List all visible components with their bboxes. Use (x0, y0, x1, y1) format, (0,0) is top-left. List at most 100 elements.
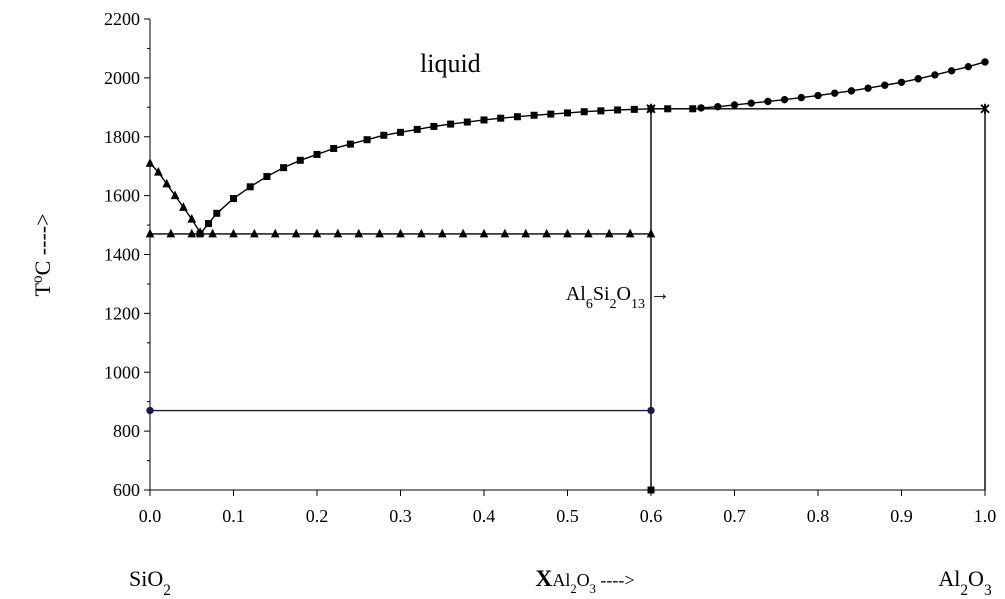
y-tick-label: 800 (113, 421, 140, 441)
marker (563, 228, 572, 238)
marker (564, 109, 571, 117)
marker (497, 114, 505, 122)
x-tick-label: 0.9 (890, 506, 913, 526)
marker (630, 105, 638, 113)
marker (463, 118, 471, 126)
y-tick-label: 1400 (104, 245, 140, 265)
marker (981, 58, 989, 66)
marker (831, 89, 839, 97)
marker (313, 150, 321, 158)
marker (780, 95, 789, 104)
x-tick-label: 0.1 (222, 506, 245, 526)
marker (614, 106, 622, 114)
marker (881, 81, 889, 89)
marker (521, 228, 531, 238)
marker (547, 110, 555, 118)
marker (413, 125, 421, 133)
marker (647, 406, 655, 415)
marker (797, 93, 805, 102)
marker (296, 156, 304, 164)
marker (146, 406, 154, 415)
marker (430, 122, 438, 130)
y-tick-label: 1000 (104, 362, 140, 382)
marker (417, 228, 426, 238)
marker (346, 140, 354, 148)
marker (947, 67, 956, 75)
marker (354, 228, 364, 238)
marker (625, 228, 635, 238)
series-line (199, 108, 693, 235)
y-tick-label: 1800 (104, 127, 140, 147)
marker (458, 228, 468, 238)
marker (931, 71, 939, 79)
marker (513, 113, 521, 121)
x-tick-label: 0.3 (389, 506, 412, 526)
marker (250, 228, 259, 238)
marker (764, 97, 772, 106)
marker (333, 228, 343, 238)
marker (447, 120, 455, 128)
y-tick-label: 600 (113, 480, 140, 500)
marker (864, 84, 872, 92)
marker (914, 75, 922, 83)
marker (647, 486, 655, 494)
marker (580, 108, 588, 116)
marker (500, 228, 510, 238)
marker (291, 228, 301, 238)
marker (312, 228, 322, 238)
annotation: Al6Si2O13 → (566, 283, 670, 312)
marker (542, 228, 551, 238)
marker (964, 62, 972, 71)
x-end-label: Al2O3 (938, 566, 992, 599)
marker (187, 214, 197, 223)
marker (166, 228, 176, 238)
marker (479, 228, 489, 238)
marker (814, 91, 822, 100)
marker (154, 166, 163, 176)
marker (204, 220, 212, 228)
marker (270, 228, 280, 238)
marker (646, 103, 656, 114)
marker (363, 136, 371, 144)
y-tick-label: 1200 (104, 303, 140, 323)
x-tick-label: 1.0 (974, 506, 997, 526)
marker (397, 128, 404, 136)
marker (145, 228, 155, 238)
marker (380, 131, 388, 139)
marker (584, 228, 593, 238)
series-line (701, 61, 986, 109)
marker (145, 158, 155, 167)
x-tick-label: 0.7 (723, 506, 746, 526)
marker (375, 228, 384, 238)
marker (897, 78, 906, 86)
x-tick-label: 0.4 (473, 506, 496, 526)
marker (747, 99, 755, 107)
marker (229, 228, 238, 238)
marker (396, 228, 405, 238)
marker (246, 183, 254, 191)
y-axis-label: ToC ----> (29, 213, 56, 296)
marker (230, 195, 237, 203)
marker (437, 228, 447, 238)
y-tick-label: 2000 (104, 68, 140, 88)
annotation: liquid (420, 49, 481, 78)
x-tick-label: 0.5 (556, 506, 579, 526)
marker (179, 202, 188, 211)
marker (187, 228, 197, 238)
marker (604, 228, 614, 238)
x-end-label: SiO2 (129, 566, 171, 599)
marker (208, 228, 217, 238)
y-tick-label: 2200 (104, 9, 140, 29)
x-tick-label: 0.8 (807, 506, 830, 526)
marker (480, 116, 488, 124)
marker (330, 145, 338, 153)
x-tick-label: 0.0 (139, 506, 162, 526)
marker (213, 209, 221, 217)
marker (730, 101, 739, 109)
marker (530, 111, 538, 119)
marker (280, 164, 288, 172)
x-tick-label: 0.6 (640, 506, 663, 526)
x-axis-label: XAl2O3 ----> (535, 566, 634, 596)
x-tick-label: 0.2 (306, 506, 329, 526)
